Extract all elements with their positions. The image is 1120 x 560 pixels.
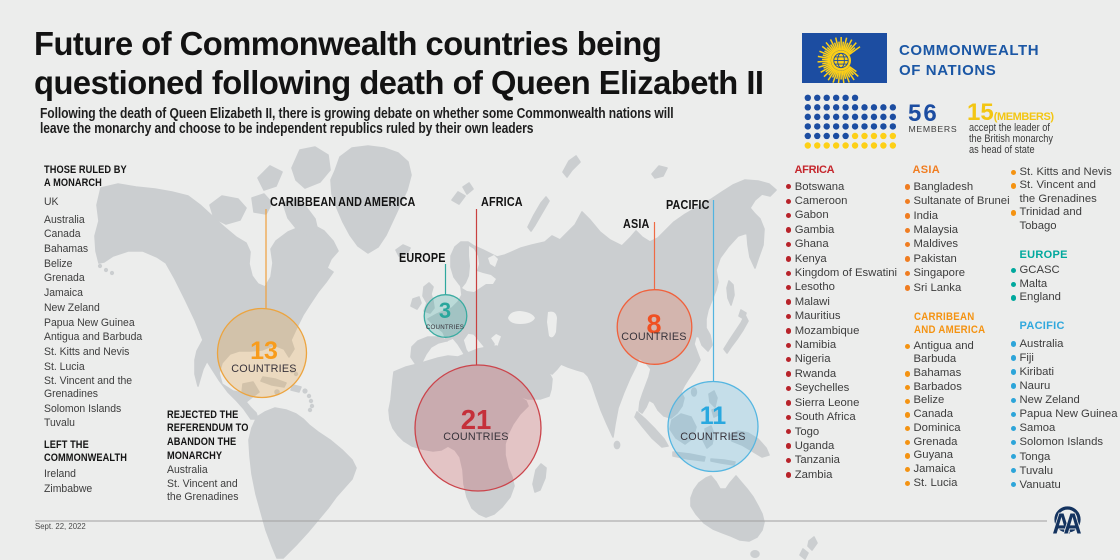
- svg-text:A: A: [1052, 508, 1070, 539]
- svg-text:A: A: [1063, 508, 1081, 539]
